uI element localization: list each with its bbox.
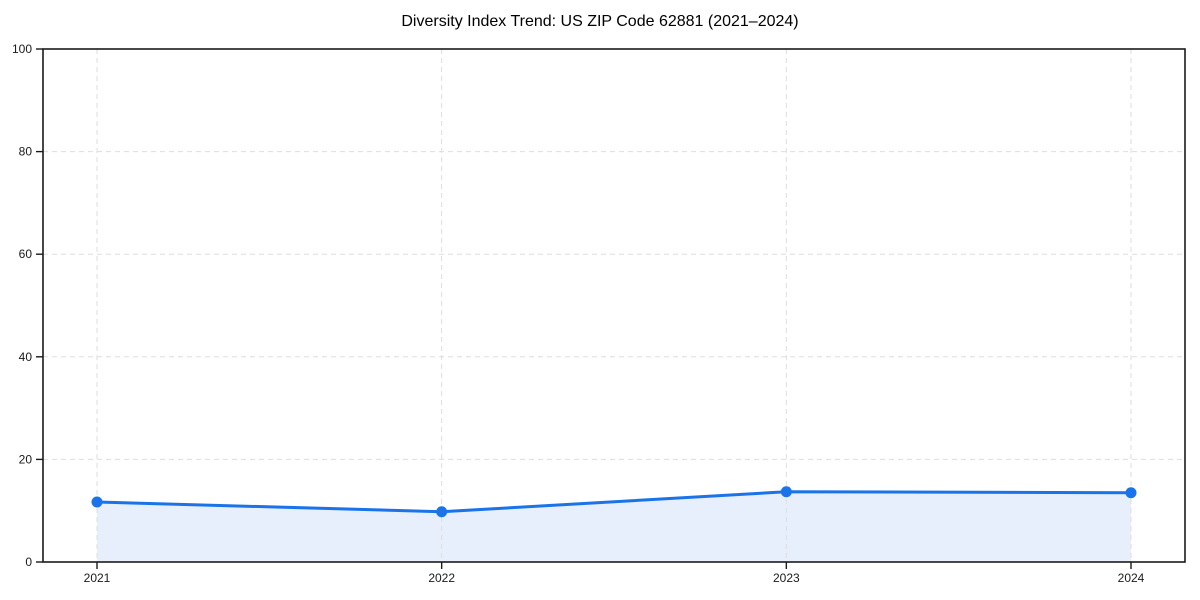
data-point-2022 (436, 506, 448, 518)
x-tick-label-2021: 2021 (84, 571, 111, 585)
plot-border (42, 48, 1186, 563)
data-point-2021 (91, 496, 103, 508)
y-tick-label: 100 (12, 42, 32, 56)
area-fill (97, 491, 1131, 562)
data-point-2023 (780, 486, 792, 498)
x-tick-label-2024: 2024 (1118, 571, 1145, 585)
x-tick-label-2023: 2023 (773, 571, 800, 585)
y-tick-label: 20 (19, 452, 33, 466)
y-tick-label: 0 (25, 555, 32, 569)
y-tick-label: 60 (19, 247, 33, 261)
chart-title: Diversity Index Trend: US ZIP Code 62881… (401, 13, 799, 30)
x-tick-label-2022: 2022 (428, 571, 455, 585)
y-tick-label: 40 (19, 350, 33, 364)
trend-line (95, 490, 1133, 514)
data-point-2024 (1125, 487, 1137, 499)
y-tick-label: 80 (19, 145, 33, 159)
